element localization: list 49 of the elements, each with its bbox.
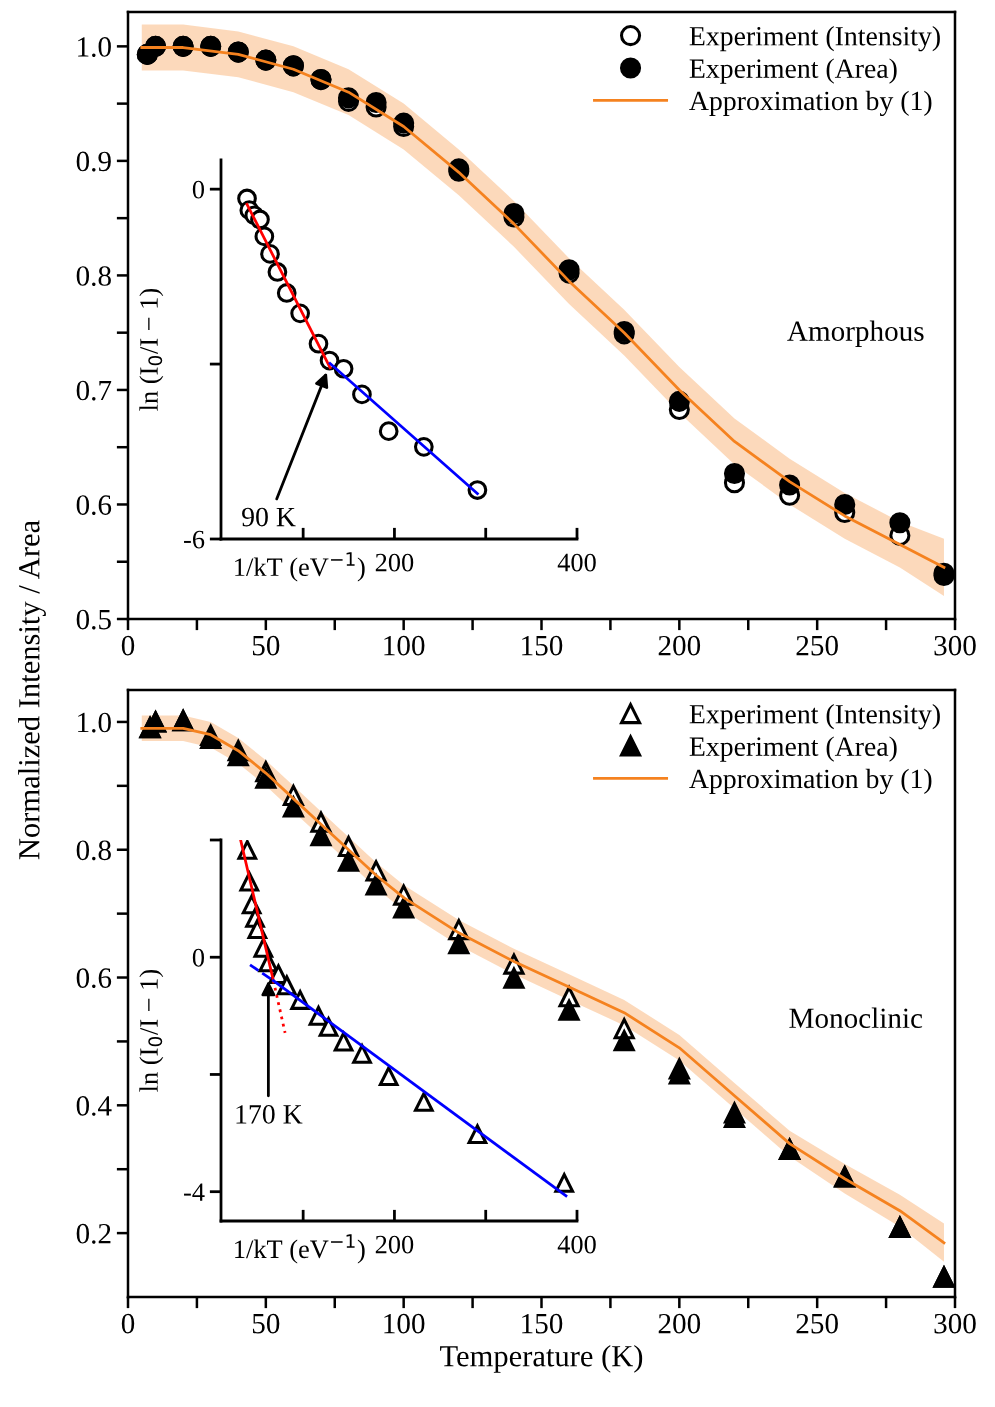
annotation: 170 K [236,1105,303,1124]
x-tick-label: 300 [934,1313,976,1334]
y-tick-label: 0 [192,180,205,199]
x-tick-label: 400 [557,1235,596,1254]
y-tick-label: 0 [192,948,205,967]
y-tick-label: -4 [184,1183,205,1201]
y-tick-label: -6 [184,530,205,549]
x-tick-label: 250 [796,635,838,656]
y-tick-label: 0.7 [76,380,112,401]
y-tick-label: 0.8 [76,840,111,861]
y-tick-label: 0.2 [76,1223,111,1244]
y-tick-label: 0.8 [76,266,111,286]
x-tick-label: 50 [252,1313,280,1334]
annotation: Monoclinic [789,1007,923,1029]
x-tick-label: 250 [796,1313,838,1334]
y-axis-title: Normalized Intensity / Area [18,520,46,860]
legend-label: Experiment (Intensity) [689,26,940,52]
x-tick-label: 100 [384,1313,425,1334]
y-tick-label: 0.6 [76,495,112,516]
y-tick-label: 1.0 [78,712,111,733]
x-tick-label: 200 [375,553,414,572]
legend-label: Experiment (Intensity) [689,704,940,730]
x-tick-label: 0 [121,1313,135,1334]
x-tick-label: 100 [384,635,425,656]
x-tick-label: 200 [658,1313,701,1334]
y-tick-label: 0.9 [76,151,111,172]
x-axis-title: Temperature (K) [440,1344,643,1373]
legend-label: Approximation by (1) [689,768,932,795]
annotation: Amorphous [787,320,924,347]
legend-label: Experiment (Area) [689,736,897,762]
y-tick-label: 1.0 [78,37,111,57]
x-axis-title: 1/kT (eV$^{−1}$) [235,552,365,582]
x-tick-label: 200 [658,635,701,656]
x-axis-title: 1/kT (eV$^{−1}$) [235,1234,365,1264]
x-tick-label: 50 [252,635,280,656]
y-tick-label: 0.6 [76,968,112,989]
legend-label: Approximation by (1) [689,90,932,117]
x-tick-label: 300 [934,635,976,656]
x-tick-label: 400 [557,553,596,572]
annotation: 90 K [242,507,296,527]
x-tick-label: 150 [522,635,563,656]
x-tick-label: 0 [121,635,135,656]
y-tick-label: 0.4 [76,1096,112,1116]
y-axis-title: ln (I$_{0}$/I − 1) [139,969,164,1092]
legend-label: Experiment (Area) [689,58,897,84]
x-tick-label: 150 [522,1313,563,1334]
y-axis-title: ln (I$_{0}$/I − 1) [139,288,164,411]
x-tick-label: 200 [375,1235,414,1254]
y-tick-label: 0.5 [76,609,111,630]
